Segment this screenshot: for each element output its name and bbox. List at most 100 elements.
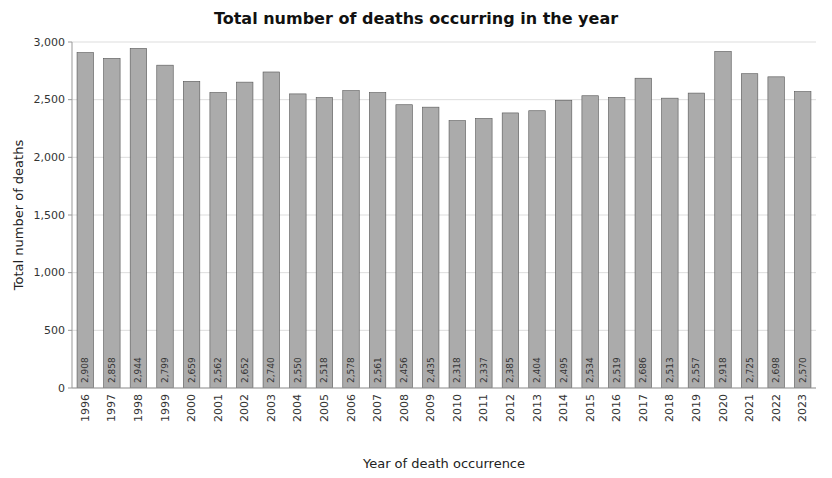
- data-label: 2,456: [399, 357, 409, 383]
- x-tick-label: 1996: [79, 394, 92, 422]
- x-tick-label: 2008: [398, 394, 411, 422]
- y-axis-line: [72, 42, 73, 388]
- data-label: 2,944: [133, 357, 143, 383]
- bar: [662, 98, 678, 388]
- y-tick-label: 1,500: [34, 209, 66, 222]
- x-tick-label: 2019: [690, 394, 703, 422]
- x-axis: 1996 1997 1998 1999 2000 2001 2002 2003 2004 2005…: [79, 394, 809, 422]
- y-tick: [68, 272, 72, 273]
- data-label: 2,534: [585, 357, 595, 383]
- bar: [157, 65, 173, 388]
- x-axis-line: [72, 388, 816, 389]
- data-label: 2,858: [107, 357, 117, 383]
- bar: [768, 77, 784, 388]
- x-tick-label: 2001: [212, 394, 225, 422]
- bar: [290, 94, 306, 388]
- bar: [794, 92, 810, 388]
- y-tick-label: 3,000: [34, 36, 66, 49]
- data-labels: 2,9082,8582,9442,7992,6592,5622,6522,740…: [80, 357, 807, 383]
- data-label: 2,337: [479, 357, 489, 383]
- x-tick-label: 2021: [743, 394, 756, 422]
- bar: [77, 53, 93, 388]
- bar: [582, 96, 598, 388]
- x-tick-label: 2003: [265, 394, 278, 422]
- x-tick-label: 2002: [238, 394, 251, 422]
- x-tick-label: 2022: [770, 394, 783, 422]
- data-label: 2,513: [665, 357, 675, 383]
- x-tick-label: 2004: [291, 394, 304, 422]
- data-label: 2,918: [718, 357, 728, 383]
- x-tick-label: 2012: [504, 394, 517, 422]
- data-label: 2,578: [346, 357, 356, 383]
- bar: [741, 74, 757, 388]
- x-tick-label: 2009: [424, 394, 437, 422]
- x-tick-label: 2015: [584, 394, 597, 422]
- y-tick-label: 500: [44, 324, 65, 337]
- bar: [476, 118, 492, 388]
- x-tick-label: 2010: [451, 394, 464, 422]
- bars: [77, 48, 811, 388]
- data-label: 2,561: [373, 357, 383, 383]
- y-tick-label: 0: [58, 382, 65, 395]
- x-tick-label: 1999: [159, 394, 172, 422]
- grid-line: [72, 42, 816, 43]
- bar: [422, 107, 438, 388]
- bar: [343, 91, 359, 388]
- y-tick: [68, 157, 72, 158]
- bar: [263, 72, 279, 388]
- x-tick-label: 2017: [637, 394, 650, 422]
- data-label: 2,495: [559, 357, 569, 383]
- y-tick: [68, 42, 72, 43]
- x-tick-label: 2013: [531, 394, 544, 422]
- bar: [529, 111, 545, 388]
- chart: 0 500 1,000 1,500 2,000 2,500 3,000 2,908 2,858 2…: [0, 0, 832, 478]
- x-tick-label: 1997: [105, 394, 118, 422]
- data-label: 2,740: [266, 357, 276, 383]
- y-tick: [68, 388, 72, 389]
- y-axis-title: Total number of deaths: [11, 140, 26, 292]
- bar: [210, 93, 226, 388]
- bar: [715, 51, 731, 388]
- bar: [369, 93, 385, 388]
- y-axis: 0 500 1,000 1,500 2,000 2,500 3,000: [34, 36, 73, 395]
- data-label: 2,318: [452, 357, 462, 383]
- y-tick: [68, 215, 72, 216]
- bar: [130, 48, 146, 388]
- data-label: 2,435: [426, 357, 436, 383]
- data-label: 2,519: [612, 357, 622, 383]
- x-tick-label: 2020: [717, 394, 730, 422]
- x-tick-label: 2005: [318, 394, 331, 422]
- y-tick-label: 2,000: [34, 151, 66, 164]
- y-tick-label: 2,500: [34, 93, 66, 106]
- x-tick-label: 2007: [371, 394, 384, 422]
- title: Total number of deaths occurring in the …: [214, 9, 618, 28]
- y-tick: [68, 330, 72, 331]
- bar: [608, 97, 624, 388]
- data-label: 2,686: [638, 357, 648, 383]
- data-label: 2,518: [319, 357, 329, 383]
- data-label: 2,562: [213, 357, 223, 383]
- bar: [104, 58, 120, 388]
- x-tick-label: 1998: [132, 394, 145, 422]
- y-tick: [68, 99, 72, 100]
- data-label: 2,385: [505, 357, 515, 383]
- y-tick-label: 1,000: [34, 266, 66, 279]
- x-tick-label: 2000: [185, 394, 198, 422]
- data-label: 2,550: [293, 357, 303, 383]
- grid: [72, 42, 816, 388]
- data-label: 2,725: [745, 357, 755, 383]
- x-tick-label: 2018: [663, 394, 676, 422]
- bar: [183, 81, 199, 388]
- data-label: 2,570: [798, 357, 808, 383]
- bar: [449, 121, 465, 388]
- x-axis-title: Year of death occurrence: [362, 456, 525, 471]
- bar: [236, 82, 252, 388]
- bar: [316, 98, 332, 388]
- x-tick-label: 2014: [557, 394, 570, 422]
- data-label: 2,908: [80, 357, 90, 383]
- bar: [688, 93, 704, 388]
- data-label: 2,557: [691, 357, 701, 383]
- grid-line: [72, 388, 816, 389]
- bar: [396, 105, 412, 388]
- bar: [502, 113, 518, 388]
